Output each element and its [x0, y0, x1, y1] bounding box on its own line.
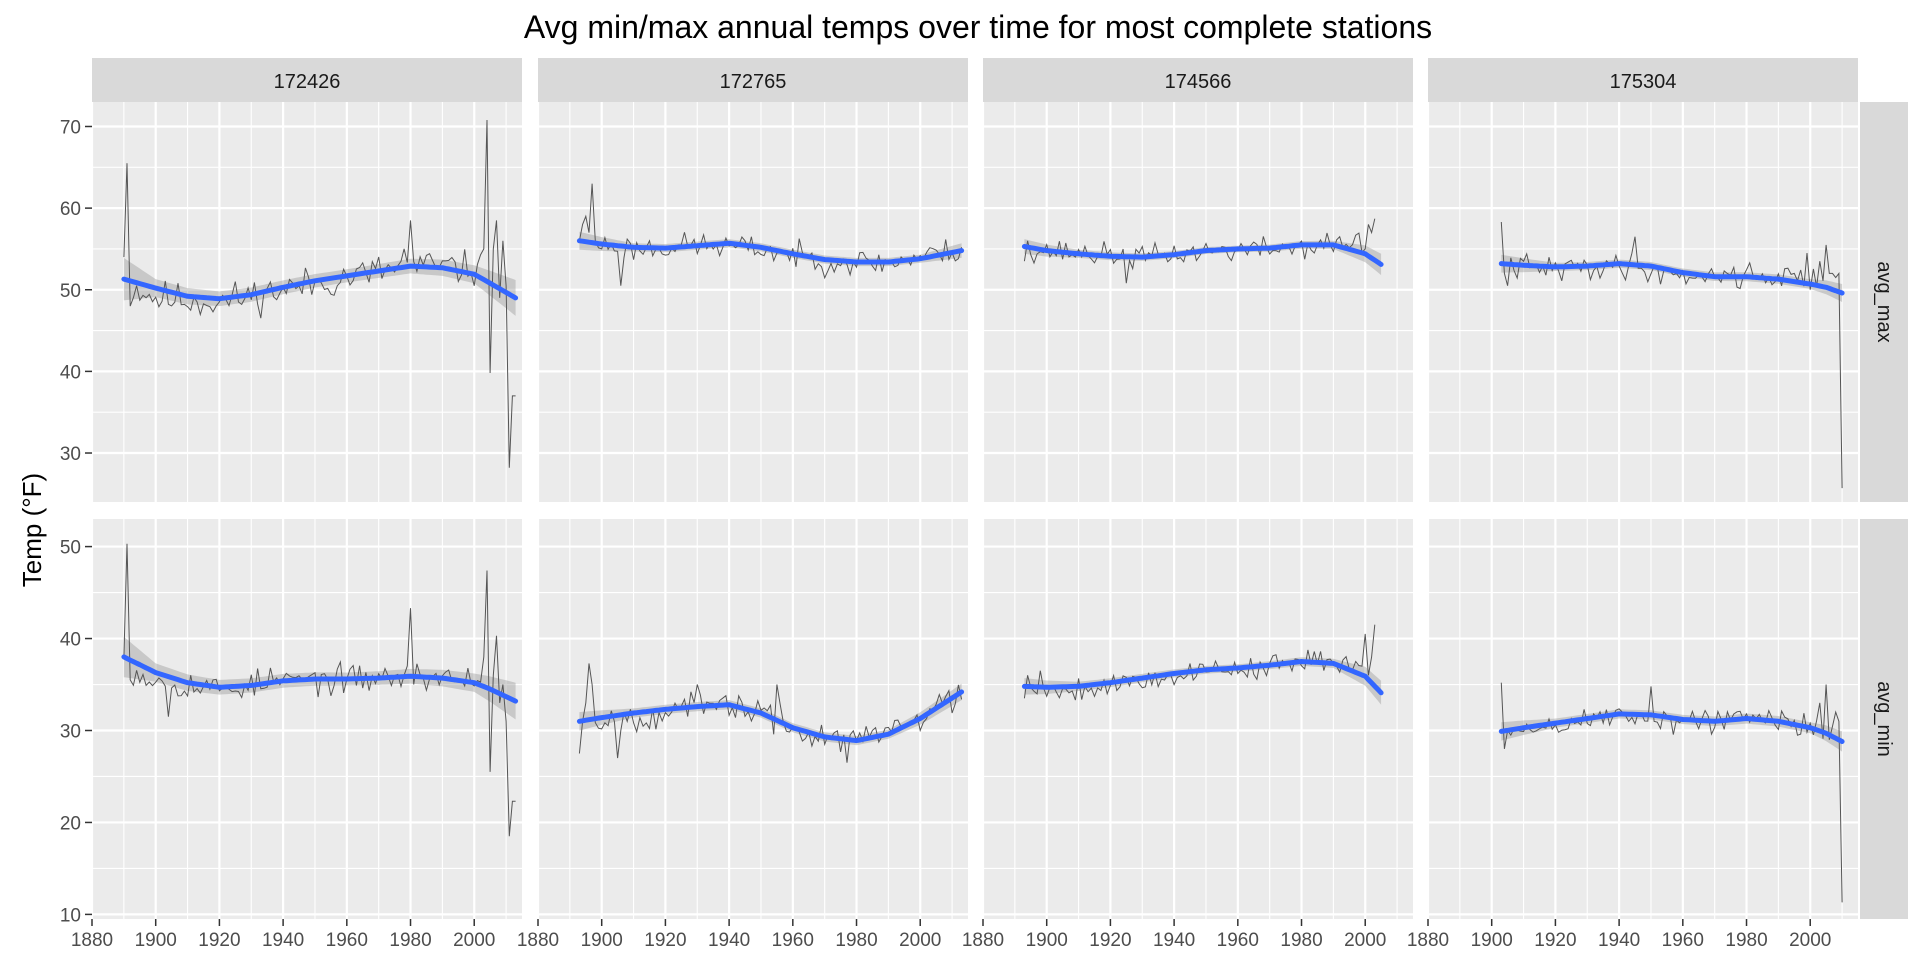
y-tick-label: 60	[60, 199, 81, 220]
series-172426-avg_max	[121, 119, 519, 468]
annual-temp-line	[1500, 221, 1843, 489]
y-tick-label: 10	[60, 905, 81, 926]
annual-temp-line	[1023, 624, 1376, 701]
panel-background	[538, 102, 968, 502]
x-tick-label: 1940	[708, 930, 750, 951]
x-tick-label: 1980	[1280, 930, 1322, 951]
panel-174566-avg_max	[981, 102, 1413, 502]
x-tick-label: 1900	[581, 930, 623, 951]
panel-174566-avg_min	[981, 519, 1413, 919]
facet-strip-172765	[538, 58, 968, 102]
smooth-trend-line	[1021, 242, 1384, 267]
smooth-trend-line	[121, 654, 519, 704]
facet-row-strip-avg_min	[1860, 519, 1908, 919]
panel-background	[92, 102, 522, 502]
smooth-trend-line	[1021, 659, 1384, 696]
x-tick-label: 2000	[1789, 930, 1831, 951]
x-tick-label: 1880	[71, 930, 113, 951]
confidence-band	[1024, 657, 1382, 705]
panel-background	[983, 102, 1413, 502]
y-tick-label: 40	[60, 630, 81, 651]
x-tick-label: 1960	[772, 930, 814, 951]
x-tick-label: 1940	[1153, 930, 1195, 951]
confidence-band	[123, 257, 516, 316]
panel-175304-avg_min	[1426, 519, 1858, 919]
x-tick-label: 1900	[1026, 930, 1068, 951]
y-tick-label: 30	[60, 721, 81, 742]
smooth-trend-line	[576, 238, 965, 265]
x-tick-label: 1920	[1534, 930, 1576, 951]
panel-background	[1428, 519, 1858, 919]
x-tick-label: 2000	[899, 930, 941, 951]
x-tick-label: 1980	[835, 930, 877, 951]
x-tick-label: 1920	[644, 930, 686, 951]
facet-strip-175304	[1428, 58, 1858, 102]
x-tick-label: 1980	[389, 930, 431, 951]
smooth-trend-line	[121, 263, 519, 302]
facet-panels: 172426 172765 174566 175304 avg_max avg_min 30…	[60, 58, 1908, 951]
x-tick-label: 1900	[1471, 930, 1513, 951]
x-tick-label: 2000	[1344, 930, 1386, 951]
x-tick-label: 1920	[1089, 930, 1131, 951]
series-175304-avg_min	[1498, 682, 1845, 903]
facet-strip-label-172426: 172426	[274, 71, 341, 93]
annual-temp-line	[578, 183, 963, 286]
facet-row-strip-avg_max	[1860, 102, 1908, 502]
chart-title: Avg min/max annual temps over time for m…	[524, 9, 1432, 45]
y-tick-label: 50	[60, 538, 81, 559]
x-tick-label: 1880	[517, 930, 559, 951]
facet-strip-label-175304: 175304	[1610, 71, 1677, 93]
y-tick-label: 40	[60, 362, 81, 383]
x-tick-label: 1980	[1725, 930, 1767, 951]
facet-strip-172426	[92, 58, 522, 102]
facet-strip-label-172765: 172765	[720, 71, 787, 93]
panel-172426-avg_max	[90, 102, 522, 502]
y-tick-label: 20	[60, 813, 81, 834]
y-tick-label: 30	[60, 444, 81, 465]
confidence-band	[579, 683, 962, 746]
series-174566-avg_min	[1021, 624, 1384, 705]
series-172426-avg_min	[121, 543, 519, 837]
facet-strip-label-174566: 174566	[1165, 71, 1232, 93]
series-172765-avg_min	[576, 663, 965, 763]
y-axis-title: Temp (°F)	[17, 473, 47, 587]
series-175304-avg_max	[1498, 221, 1845, 489]
panel-background	[1428, 102, 1858, 502]
panel-background	[983, 519, 1413, 919]
x-tick-label: 1880	[962, 930, 1004, 951]
x-tick-label: 1900	[135, 930, 177, 951]
facet-strip-174566	[983, 58, 1413, 102]
smooth-trend-line	[576, 689, 965, 744]
x-tick-label: 2000	[453, 930, 495, 951]
smooth-trend-line	[1498, 261, 1845, 296]
y-tick-label: 50	[60, 281, 81, 302]
facet-row-label-avg_min: avg_min	[1873, 681, 1895, 757]
series-172765-avg_max	[576, 183, 965, 286]
x-tick-label: 1920	[198, 930, 240, 951]
smooth-trend-line	[1498, 711, 1845, 744]
x-tick-label: 1940	[262, 930, 304, 951]
panel-175304-avg_max	[1426, 102, 1858, 502]
panel-172765-avg_max	[536, 102, 968, 502]
series-174566-avg_max	[1021, 218, 1384, 284]
y-tick-label: 70	[60, 117, 81, 138]
panel-172426-avg_min	[90, 519, 522, 919]
annual-temp-line	[1500, 682, 1843, 903]
annual-temp-line	[123, 543, 516, 837]
x-tick-label: 1960	[326, 930, 368, 951]
x-tick-label: 1880	[1407, 930, 1449, 951]
x-tick-label: 1940	[1598, 930, 1640, 951]
x-tick-label: 1960	[1217, 930, 1259, 951]
x-tick-label: 1960	[1662, 930, 1704, 951]
panel-background	[92, 519, 522, 919]
annual-temp-line	[578, 663, 963, 763]
facet-row-label-avg_max: avg_max	[1873, 261, 1895, 342]
